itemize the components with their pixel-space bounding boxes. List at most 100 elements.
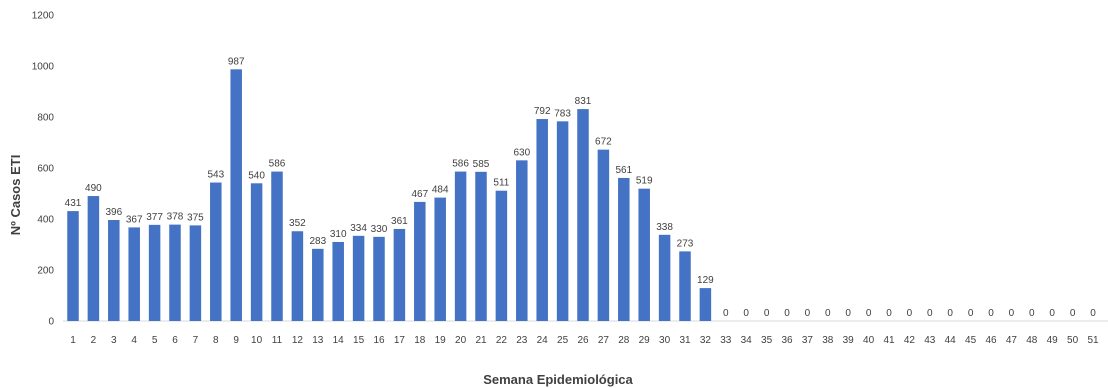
bar (577, 109, 589, 321)
data-label: 484 (432, 185, 449, 196)
x-tick-label: 11 (272, 335, 283, 346)
bar (475, 171, 487, 321)
x-tick-label: 47 (1006, 335, 1018, 346)
y-tick-label: 0 (48, 317, 54, 328)
x-tick-label: 24 (537, 335, 549, 346)
x-tick-label: 42 (904, 335, 916, 346)
x-tick-label: 43 (924, 335, 936, 346)
x-tick-label: 29 (639, 335, 651, 346)
data-label: 831 (575, 96, 592, 107)
x-tick-label: 10 (251, 335, 263, 346)
data-label: 0 (1049, 308, 1055, 319)
data-label: 0 (988, 308, 994, 319)
data-label: 987 (228, 56, 245, 67)
data-label: 129 (697, 275, 714, 286)
data-label: 0 (845, 308, 851, 319)
data-label: 467 (411, 189, 428, 200)
x-tick-label: 49 (1047, 335, 1059, 346)
data-label: 330 (371, 224, 388, 235)
x-tick-label: 41 (883, 335, 895, 346)
y-axis-ticks: 0 200 400 600 800 1000 1200 (32, 11, 55, 328)
x-tick-label: 22 (496, 335, 508, 346)
x-tick-label: 8 (213, 335, 219, 346)
bar (108, 220, 120, 321)
x-tick-label: 48 (1026, 335, 1038, 346)
data-label: 0 (947, 308, 953, 319)
bar (271, 171, 283, 321)
data-label: 0 (927, 308, 933, 319)
y-tick-label: 200 (37, 266, 54, 277)
x-tick-label: 44 (945, 335, 957, 346)
data-label: 511 (493, 178, 509, 189)
y-tick-label: 600 (37, 164, 54, 175)
x-tick-label: 25 (557, 335, 569, 346)
x-tick-label: 28 (618, 335, 630, 346)
x-tick-label: 18 (414, 335, 426, 346)
data-label: 367 (126, 214, 143, 225)
y-axis-title: Nº Casos ETI (8, 155, 23, 236)
x-tick-label: 14 (333, 335, 345, 346)
x-tick-label: 23 (516, 335, 528, 346)
data-label: 352 (289, 218, 306, 229)
bar (230, 69, 242, 321)
bar (250, 183, 263, 321)
x-tick-label: 1 (70, 335, 76, 346)
x-tick-label: 32 (700, 335, 712, 346)
data-label: 540 (248, 170, 265, 181)
data-label: 783 (554, 108, 571, 119)
x-tick-label: 6 (172, 335, 178, 346)
data-label: 0 (825, 308, 831, 319)
x-tick-label: 36 (781, 335, 793, 346)
data-label: 378 (167, 212, 184, 223)
bar (638, 188, 650, 321)
data-label: 490 (85, 183, 102, 194)
bar (454, 171, 467, 321)
data-label: 561 (615, 165, 632, 176)
x-tick-label: 50 (1067, 335, 1079, 346)
data-label: 672 (595, 137, 612, 148)
data-label: 519 (636, 176, 653, 187)
data-label: 0 (723, 308, 729, 319)
bar (658, 234, 671, 321)
x-tick-label: 37 (802, 335, 814, 346)
data-label: 283 (309, 236, 326, 247)
x-tick-label: 38 (822, 335, 834, 346)
x-tick-label: 3 (111, 335, 117, 346)
x-tick-label: 35 (761, 335, 773, 346)
data-label: 586 (452, 159, 469, 170)
bar (495, 190, 508, 321)
bar (434, 197, 446, 321)
data-label: 431 (65, 198, 82, 209)
bar (516, 160, 528, 321)
bar (699, 288, 712, 321)
bar (67, 211, 79, 321)
data-label: 0 (784, 308, 790, 319)
x-axis-ticks: 1 2 3 4 5 6 7 8 9 10 11 12 13 14 15 16 17 18 19 20 21 22 23 24 2… (70, 335, 1108, 346)
y-tick-label: 1000 (32, 62, 55, 73)
x-tick-label: 39 (843, 335, 855, 346)
data-label: 792 (534, 106, 551, 117)
x-axis-title: Semana Epidemiológica (483, 372, 633, 387)
x-tick-label: 30 (659, 335, 671, 346)
data-label: 0 (968, 308, 974, 319)
data-label: 396 (105, 207, 122, 218)
data-label: 0 (1029, 308, 1035, 319)
x-tick-label: 51 (1087, 335, 1099, 346)
bar (679, 251, 691, 321)
x-tick-label: 46 (985, 335, 997, 346)
y-tick-label: 800 (37, 113, 54, 124)
bar (189, 225, 202, 321)
x-tick-label: 9 (233, 335, 239, 346)
bar (536, 119, 548, 321)
data-label: 338 (656, 222, 673, 233)
bar (393, 228, 406, 321)
bar (169, 224, 181, 321)
x-tick-label: 12 (292, 335, 304, 346)
bar (332, 241, 344, 321)
data-label: 0 (1090, 308, 1096, 319)
data-label: 0 (1009, 308, 1015, 319)
data-label: 0 (743, 308, 749, 319)
x-tick-label: 5 (152, 335, 158, 346)
